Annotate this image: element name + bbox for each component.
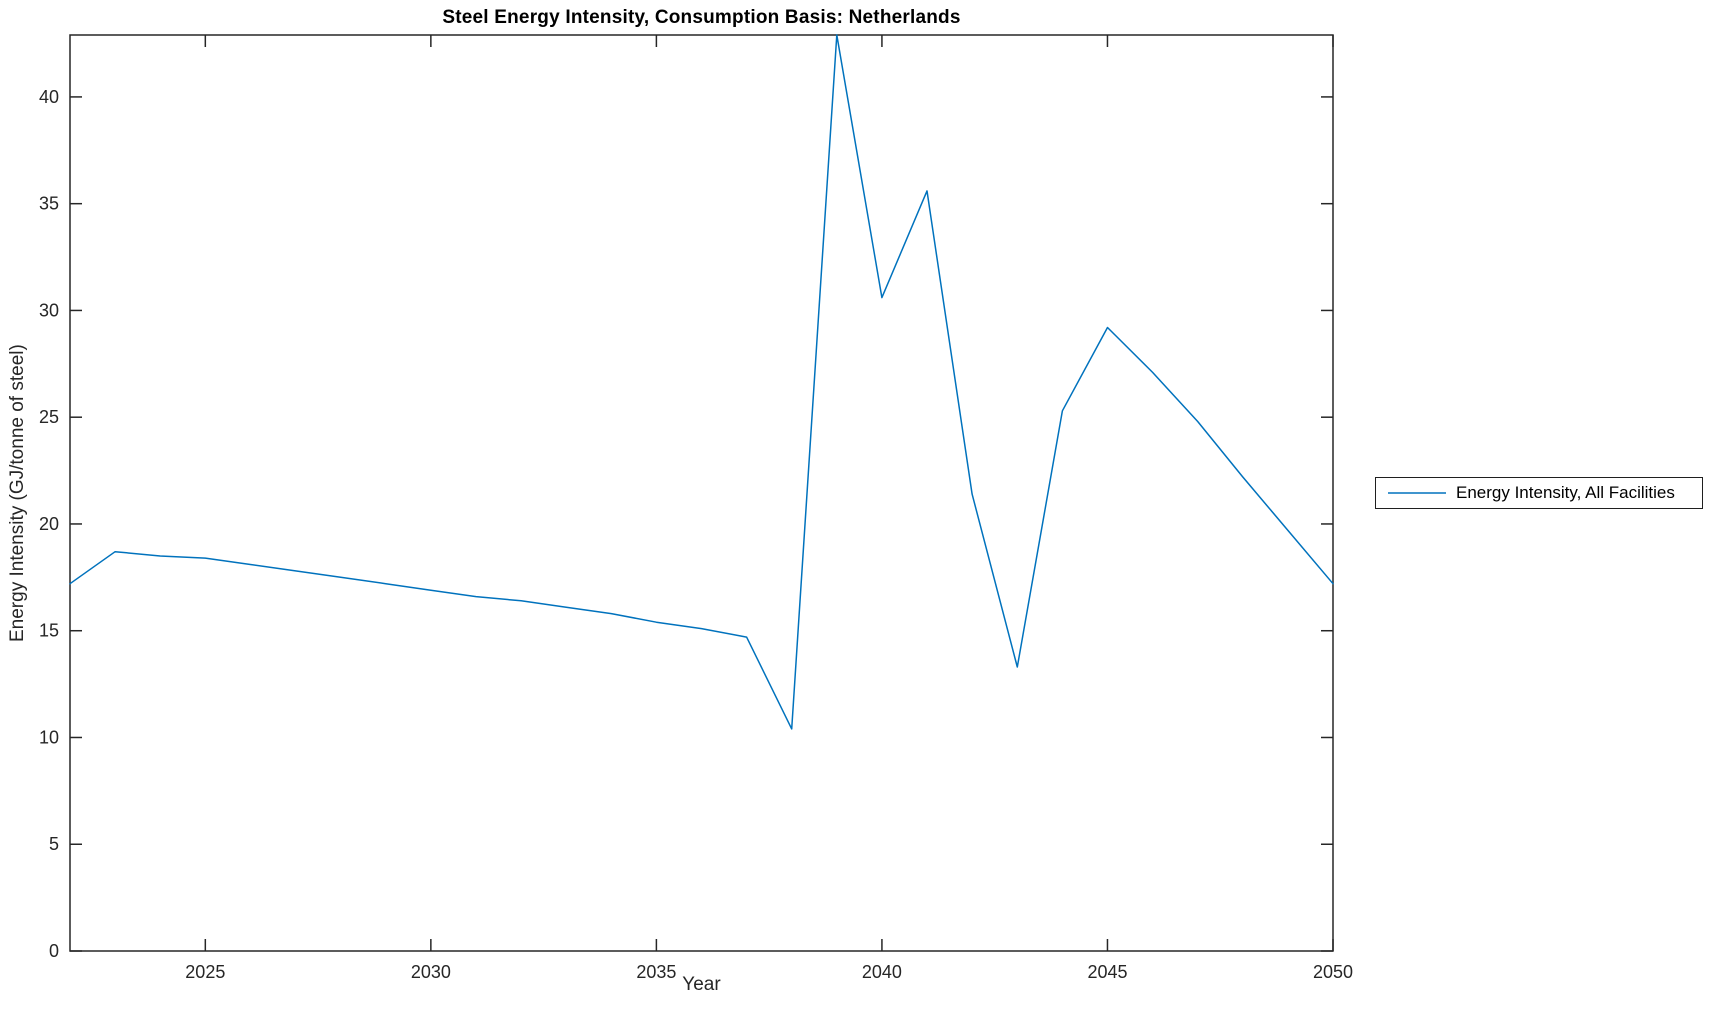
y-tick-label: 25 xyxy=(39,407,59,427)
y-tick-label: 15 xyxy=(39,621,59,641)
y-tick-label: 0 xyxy=(49,941,59,961)
y-tick-label: 5 xyxy=(49,834,59,854)
x-axis-label: Year xyxy=(682,974,721,995)
legend-entry-label: Energy Intensity, All Facilities xyxy=(1456,483,1675,502)
legend: Energy Intensity, All Facilities xyxy=(1375,477,1703,509)
chart-title: Steel Energy Intensity, Consumption Basi… xyxy=(442,7,961,28)
x-tick-label: 2025 xyxy=(185,962,225,982)
y-tick-label: 20 xyxy=(39,514,59,534)
y-tick-label: 30 xyxy=(39,300,59,320)
y-tick-label: 10 xyxy=(39,727,59,747)
y-tick-label: 40 xyxy=(39,87,59,107)
axes-box xyxy=(69,34,1334,952)
x-tick-label: 2040 xyxy=(862,962,902,982)
x-tick-label: 2030 xyxy=(411,962,451,982)
legend-line-sample xyxy=(1388,492,1446,494)
x-tick-label: 2035 xyxy=(636,962,676,982)
x-tick-label: 2045 xyxy=(1087,962,1127,982)
y-axis-label: Energy Intensity (GJ/tonne of steel) xyxy=(7,344,28,643)
y-tick-label: 35 xyxy=(39,194,59,214)
series-line xyxy=(69,34,1334,730)
x-tick-label: 2050 xyxy=(1313,962,1353,982)
